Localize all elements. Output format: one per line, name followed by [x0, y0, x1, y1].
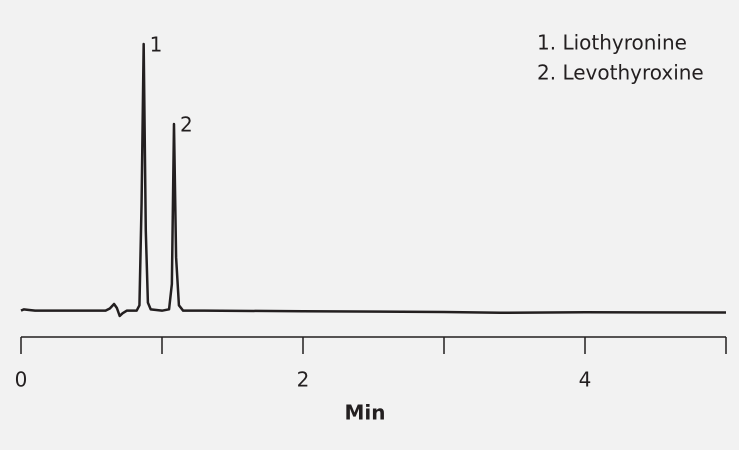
peak-label: 2	[180, 113, 193, 137]
x-axis-label: Min	[345, 401, 386, 425]
x-tick-label: 4	[579, 368, 592, 392]
x-tick-label: 0	[15, 368, 28, 392]
legend-item: 2. Levothyroxine	[537, 61, 704, 85]
chromatogram-line	[20, 42, 727, 318]
peak-label: 1	[150, 33, 163, 57]
legend-item: 1. Liothyronine	[537, 31, 687, 55]
x-tick-label: 2	[297, 368, 310, 392]
